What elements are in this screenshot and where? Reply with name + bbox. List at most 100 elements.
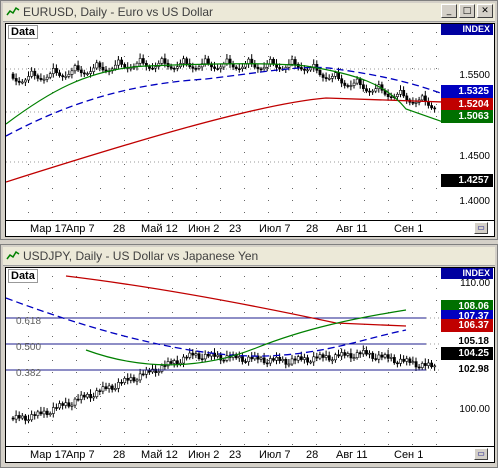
usdjpy-candle: [11, 417, 15, 420]
usdjpy-candle: [392, 357, 396, 364]
grid-dot: [292, 188, 293, 189]
usdjpy-candle: [141, 373, 145, 376]
grid-dot: [268, 200, 269, 201]
usdjpy-candle: [352, 357, 356, 359]
usdjpy-candle: [157, 371, 161, 374]
grid-dot: [340, 396, 341, 397]
eurusd-titlebar[interactable]: EURUSD, Daily - Euro vs US Dollar _ □ ✕: [3, 3, 495, 22]
usdjpy-candle: [312, 356, 316, 363]
grid-dot: [196, 188, 197, 189]
grid-dot: [292, 372, 293, 373]
grid-dot: [364, 288, 365, 289]
price-label-red-ma: 106.37: [441, 319, 493, 332]
grid-dot: [268, 152, 269, 153]
ma-blue-line: [6, 297, 407, 357]
usdjpy-candle: [427, 362, 430, 366]
grid-dot: [148, 348, 149, 349]
grid-dot: [220, 276, 221, 277]
grid-dot: [436, 80, 437, 81]
grid-dot: [292, 444, 293, 445]
eurusd-price-axis[interactable]: INDEX 1.5500 1.4500 1.4000 1.5325 1.5204…: [441, 23, 495, 221]
grid-dot: [52, 312, 53, 313]
eurusd-candle: [21, 81, 24, 84]
scroll-corner-button[interactable]: ▭: [474, 222, 488, 234]
eurusd-candle: [36, 75, 40, 79]
x-tick: Июн 2: [188, 449, 220, 461]
grid-dot: [364, 176, 365, 177]
grid-dot: [412, 176, 413, 177]
eurusd-candle: [371, 90, 375, 93]
close-button[interactable]: ✕: [477, 4, 493, 18]
grid-dot: [340, 92, 341, 93]
data-window-tag[interactable]: Data: [8, 269, 38, 283]
x-tick: 28: [113, 449, 126, 461]
grid-dot: [364, 396, 365, 397]
grid-dot: [316, 56, 317, 57]
usdjpy-candle: [51, 407, 55, 414]
grid-dot: [100, 396, 101, 397]
usdjpy-candle: [207, 354, 210, 357]
usdjpy-candle: [349, 353, 353, 359]
grid-dot: [340, 104, 341, 105]
usdjpy-price-axis[interactable]: INDEX 110.00 100.00 108.06 107.37 106.37…: [441, 267, 495, 447]
usdjpy-time-axis[interactable]: Мар 17 Апр 7 28 Май 12 Июн 2 23 Июл 7 28…: [5, 447, 495, 463]
usdjpy-candle: [272, 358, 275, 361]
grid-dot: [388, 288, 389, 289]
grid-dot: [244, 152, 245, 153]
usdjpy-candle: [203, 354, 207, 360]
grid-dot: [148, 164, 149, 165]
grid-dot: [292, 396, 293, 397]
usdjpy-candle: [213, 352, 217, 357]
eurusd-candle: [89, 71, 93, 74]
window-title: EURUSD, Daily - Euro vs US Dollar: [23, 5, 214, 19]
eurusd-candle: [98, 62, 102, 68]
eurusd-candle: [45, 76, 49, 80]
usdjpy-chart-area[interactable]: Data 0.618 0.500 0.382: [5, 267, 442, 447]
eurusd-candle: [148, 66, 151, 69]
eurusd-chart-area[interactable]: Data: [5, 23, 442, 221]
grid-dot: [100, 200, 101, 201]
ma-red-line: [6, 97, 441, 183]
eurusd-time-axis[interactable]: Мар 17 Апр 7 28 Май 12 Июн 2 23 Июл 7 28…: [5, 221, 495, 237]
eurusd-candle: [83, 72, 86, 75]
grid-dot: [28, 432, 29, 433]
grid-dot: [268, 336, 269, 337]
minimize-button[interactable]: _: [441, 4, 457, 18]
eurusd-candle: [191, 66, 195, 69]
scroll-corner-button[interactable]: ▭: [474, 448, 488, 460]
grid-dot: [220, 420, 221, 421]
grid-dot: [292, 44, 293, 45]
grid-dot: [196, 384, 197, 385]
data-window-tag[interactable]: Data: [8, 25, 38, 39]
usdjpy-candle: [411, 361, 415, 363]
usdjpy-candle: [386, 354, 390, 359]
grid-dot: [52, 152, 53, 153]
grid-dot: [340, 276, 341, 277]
grid-dot: [412, 116, 413, 117]
grid-dot: [28, 128, 29, 129]
grid-dot: [76, 360, 77, 361]
grid-dot: [364, 276, 365, 277]
x-tick: Июл 7: [259, 223, 291, 235]
grid-dot: [172, 164, 173, 165]
grid-dot: [148, 128, 149, 129]
grid-dot: [28, 44, 29, 45]
usdjpy-candle: [191, 352, 195, 356]
eurusd-candle: [70, 70, 74, 75]
grid-dot: [196, 140, 197, 141]
usdjpy-candle: [408, 358, 412, 363]
grid-dot: [52, 44, 53, 45]
x-tick: 28: [306, 449, 319, 461]
grid-dot: [316, 348, 317, 349]
usdjpy-titlebar[interactable]: USDJPY, Daily - US Dollar vs Japanese Ye…: [3, 247, 495, 266]
grid-dot: [172, 444, 173, 445]
usdjpy-candle: [200, 358, 204, 360]
grid-dot: [340, 336, 341, 337]
minimize-icon: _: [446, 6, 452, 16]
grid-dot: [100, 128, 101, 129]
grid-dot: [364, 140, 365, 141]
grid-dot: [196, 116, 197, 117]
grid-dot: [340, 44, 341, 45]
maximize-button[interactable]: □: [459, 4, 475, 18]
grid-dot: [172, 396, 173, 397]
